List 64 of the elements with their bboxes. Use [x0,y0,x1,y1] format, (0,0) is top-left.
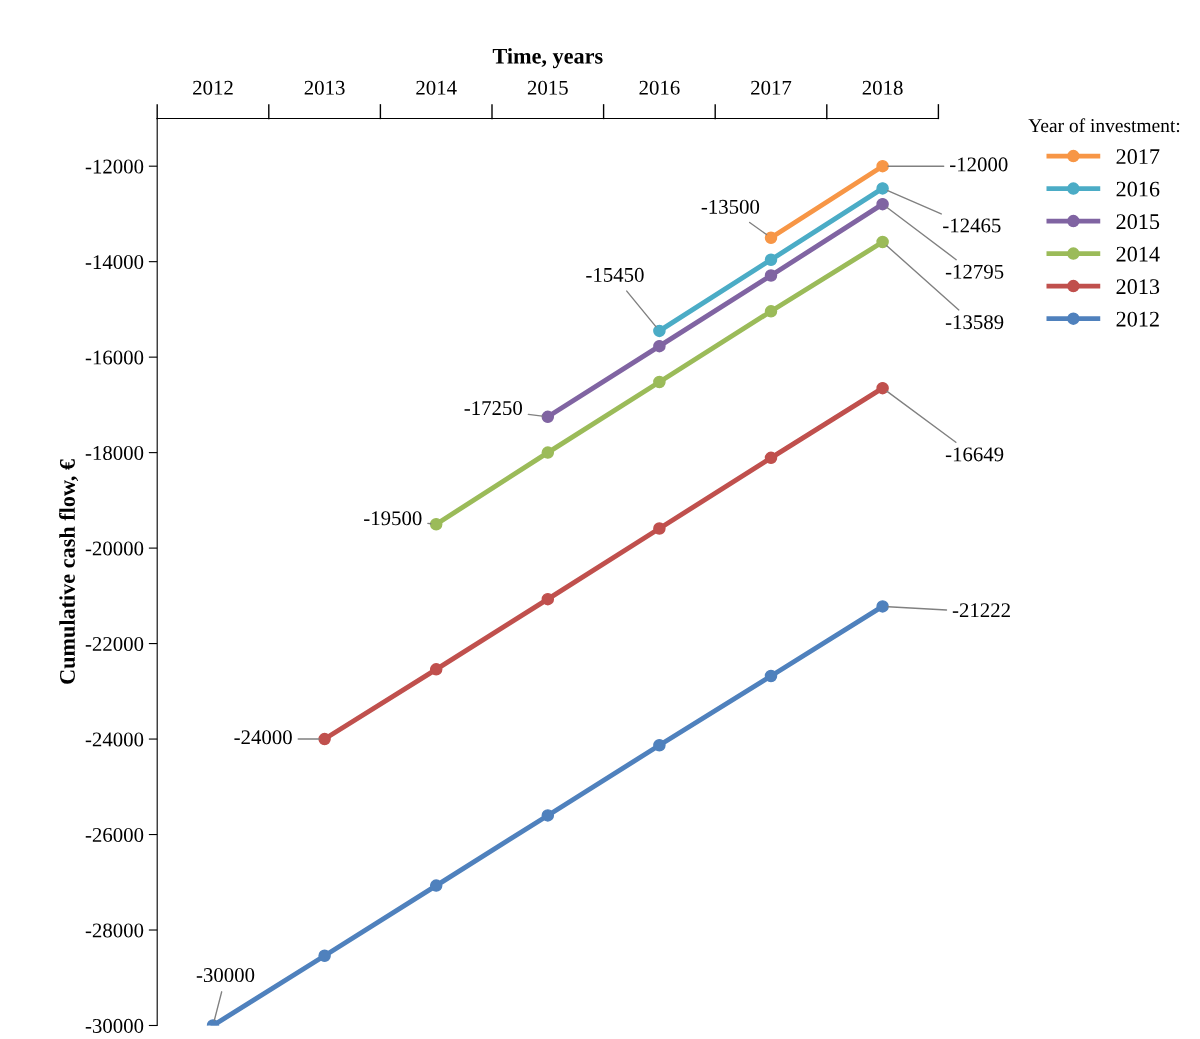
point [429,517,443,531]
point [876,381,889,395]
point [653,339,666,353]
point [318,732,331,746]
legend-label: 2014 [1116,246,1160,262]
legend-label: 2017 [1116,149,1160,165]
legend-label: 2013 [1116,279,1160,295]
annotation: -13589 [945,315,1004,330]
x-tick-label: 2018 [862,80,903,95]
point [429,879,443,892]
y-tick-label: -14000 [85,255,144,270]
x-tick-label: 2017 [751,80,792,95]
point [764,669,778,683]
legend-label: 2015 [1116,214,1160,230]
annotation: -13500 [701,199,760,214]
point [653,522,666,535]
point [541,592,555,606]
point [764,451,778,465]
point [429,663,443,676]
x-tick-label: 2013 [304,80,345,95]
y-tick-label: -26000 [85,827,144,842]
point [764,253,778,267]
legend-label: 2016 [1116,181,1160,197]
x-tick-label: 2012 [193,80,233,95]
y-tick-label: -24000 [85,732,144,747]
x-axis-title: Time, years [492,48,603,69]
y-tick-label: -28000 [85,923,144,938]
point [764,231,778,245]
point [876,235,889,249]
point [653,324,666,338]
legend-label: 2012 [1116,311,1159,327]
y-tick-label: -16000 [85,350,144,365]
annotation: -30000 [196,968,255,983]
y-tick-label: -20000 [85,541,144,556]
point [541,809,555,822]
point [541,446,555,459]
y-tick-label: -22000 [85,636,144,652]
annotation: -12000 [950,157,1008,172]
point [876,182,889,195]
point [876,197,889,211]
point [876,159,889,173]
point [318,949,331,963]
point [653,739,666,752]
annotation: -12795 [945,264,1004,279]
annotation: -17250 [464,401,523,416]
point [541,410,555,424]
point [764,305,778,318]
annotation: -19500 [364,511,422,526]
point [764,269,778,282]
point [653,375,666,389]
annotation: -12465 [943,218,1001,233]
x-tick-label: 2015 [527,80,568,95]
annotation: -21222 [952,603,1010,617]
y-tick-label: -12000 [85,159,144,174]
annotation: -15450 [586,267,644,282]
point [876,600,889,613]
annotation: -16649 [945,447,1004,462]
y-axis-title: Cumulative cash flow, € [59,459,79,684]
x-tick-label: 2014 [416,80,457,95]
x-tick-label: 2016 [639,80,680,95]
annotation: -24000 [234,730,292,745]
legend-title: Year of investment: [1028,118,1180,133]
y-tick-label: -30000 [85,1018,144,1033]
y-tick-label: -18000 [85,446,144,461]
